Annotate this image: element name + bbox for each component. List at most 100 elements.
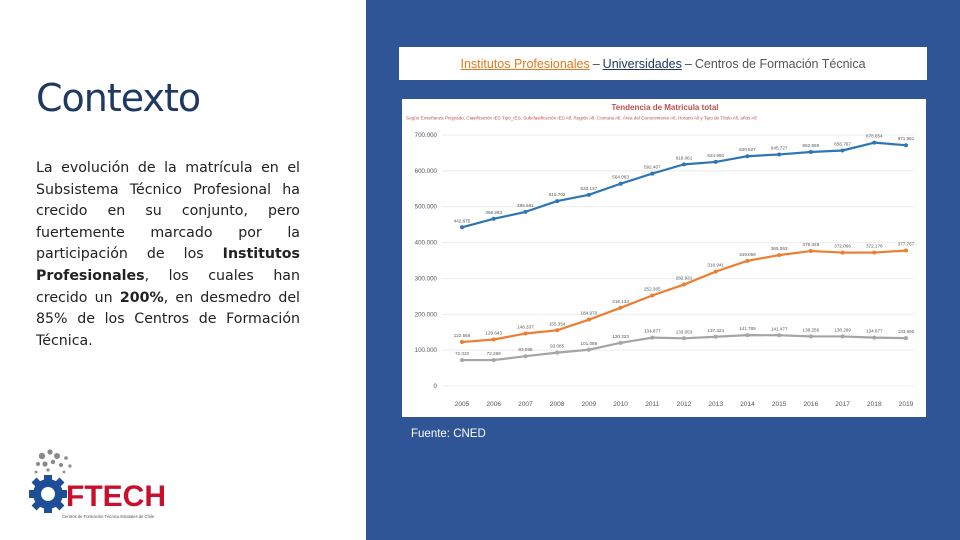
- data-point: [586, 317, 591, 322]
- x-tick-label: 2010: [613, 401, 628, 408]
- data-point: [650, 293, 655, 298]
- data-label: 624.950: [707, 153, 724, 158]
- data-label: 318.941: [707, 263, 724, 268]
- data-label: 365.063: [771, 246, 788, 251]
- data-label: 184.970: [581, 311, 598, 316]
- data-label: 592.407: [644, 165, 661, 170]
- paragraph-part-1: La evolución de la matrícula en el Subsi…: [36, 160, 300, 263]
- data-point: [523, 209, 528, 214]
- data-label: 133.590: [898, 329, 915, 334]
- x-tick-label: 2012: [677, 401, 692, 408]
- data-point: [713, 334, 718, 339]
- source-note: Fuente: CNED: [411, 428, 486, 440]
- data-label: 138.269: [834, 327, 851, 332]
- data-point: [491, 337, 496, 342]
- x-tick-label: 2007: [518, 401, 533, 408]
- y-tick-label: 700.000: [415, 132, 438, 139]
- data-point: [555, 328, 560, 333]
- data-label: 377.767: [898, 242, 915, 247]
- data-point: [618, 181, 623, 186]
- data-label: 466.283: [485, 210, 502, 215]
- data-label: 645.727: [771, 145, 788, 150]
- data-point: [713, 159, 718, 164]
- data-point: [904, 143, 908, 148]
- x-tick-label: 2018: [867, 401, 882, 408]
- data-point: [586, 192, 591, 197]
- data-point: [745, 258, 750, 263]
- data-point: [777, 333, 782, 338]
- paragraph-bold-percent: 200%: [119, 289, 164, 306]
- data-point: [523, 331, 528, 336]
- data-label: 138.256: [803, 327, 820, 332]
- x-tick-label: 2005: [455, 401, 470, 408]
- x-tick-label: 2015: [772, 401, 787, 408]
- data-point: [840, 334, 845, 339]
- data-point: [650, 171, 655, 176]
- y-tick-label: 600.000: [415, 168, 438, 175]
- legend-separator-1: –: [592, 56, 600, 71]
- data-point: [491, 216, 496, 221]
- logo-gear-icon: [29, 475, 67, 513]
- data-label: 141.477: [771, 326, 788, 331]
- data-point: [618, 340, 623, 345]
- paragraph-part-2: , los cuales han crecido un: [36, 267, 300, 306]
- data-label: 218.133: [612, 299, 629, 304]
- data-label: 93.085: [550, 344, 564, 349]
- data-label: 146.337: [517, 325, 534, 330]
- data-point: [713, 269, 718, 274]
- data-point: [777, 152, 782, 157]
- y-tick-label: 200.000: [415, 311, 438, 318]
- logo-wordmark: FTECH: [66, 480, 166, 513]
- slide-title: Contexto: [36, 76, 201, 120]
- data-label: 72.269: [487, 351, 501, 356]
- data-point: [872, 335, 877, 340]
- paragraph-part-3: , en desmedro del 85% de los Centros de …: [36, 289, 300, 349]
- data-label: 349.059: [739, 252, 756, 257]
- chart-series: 442.675 466.283 485.561 515.702 533.137 564.0…: [454, 134, 915, 363]
- legend-ip: Institutos Profesionales: [460, 56, 590, 71]
- x-tick-label: 2014: [740, 401, 755, 408]
- data-point: [808, 334, 813, 339]
- context-paragraph: La evolución de la matrícula en el Subsi…: [36, 158, 300, 352]
- x-tick-label: 2016: [804, 401, 819, 408]
- data-label: 618.061: [676, 155, 693, 160]
- enrollment-line-chart: Tendencia de Matrícula total Según Enseñ…: [406, 103, 915, 408]
- data-label: 671.561: [898, 136, 915, 141]
- x-tick-label: 2017: [835, 401, 850, 408]
- data-point: [840, 148, 845, 153]
- left-panel: Contexto La evolución de la matrícula en…: [0, 0, 366, 540]
- data-point: [904, 248, 908, 253]
- x-tick-label: 2011: [645, 401, 660, 408]
- data-label: 155.354: [549, 321, 566, 326]
- data-point: [808, 249, 813, 254]
- legend-universidades: Universidades: [602, 56, 682, 71]
- data-point: [460, 358, 464, 363]
- data-label: 515.702: [549, 192, 566, 197]
- data-point: [745, 154, 750, 159]
- cftech-logo: FTECH Centros de Formación Técnica Estat…: [29, 449, 166, 519]
- data-point: [460, 340, 464, 345]
- data-point: [745, 333, 750, 338]
- chart-panel: Tendencia de Matrícula total Según Enseñ…: [402, 99, 926, 417]
- x-tick-label: 2006: [486, 401, 501, 408]
- data-label: 122.556: [454, 333, 471, 338]
- data-point: [872, 250, 877, 255]
- data-label: 485.561: [517, 203, 534, 208]
- data-label: 101.085: [581, 341, 598, 346]
- logo-dots-icon: [34, 449, 72, 474]
- data-point: [586, 347, 591, 352]
- data-label: 376.328: [803, 242, 820, 247]
- data-label: 120.323: [612, 334, 629, 339]
- data-point: [872, 140, 877, 145]
- data-label: 533.137: [581, 186, 598, 191]
- data-label: 134.877: [866, 329, 883, 334]
- data-label: 282.931: [676, 276, 693, 281]
- chart-gridlines: [442, 134, 914, 387]
- x-tick-label: 2008: [550, 401, 565, 408]
- data-label: 141.789: [739, 326, 756, 331]
- series-group: 72.310 72.269 83.098 93.085 101.085 120.323 13…: [455, 326, 915, 363]
- data-label: 656.767: [834, 142, 851, 147]
- y-tick-label: 300.000: [415, 275, 438, 282]
- x-tick-label: 2009: [582, 401, 597, 408]
- data-point: [555, 199, 560, 204]
